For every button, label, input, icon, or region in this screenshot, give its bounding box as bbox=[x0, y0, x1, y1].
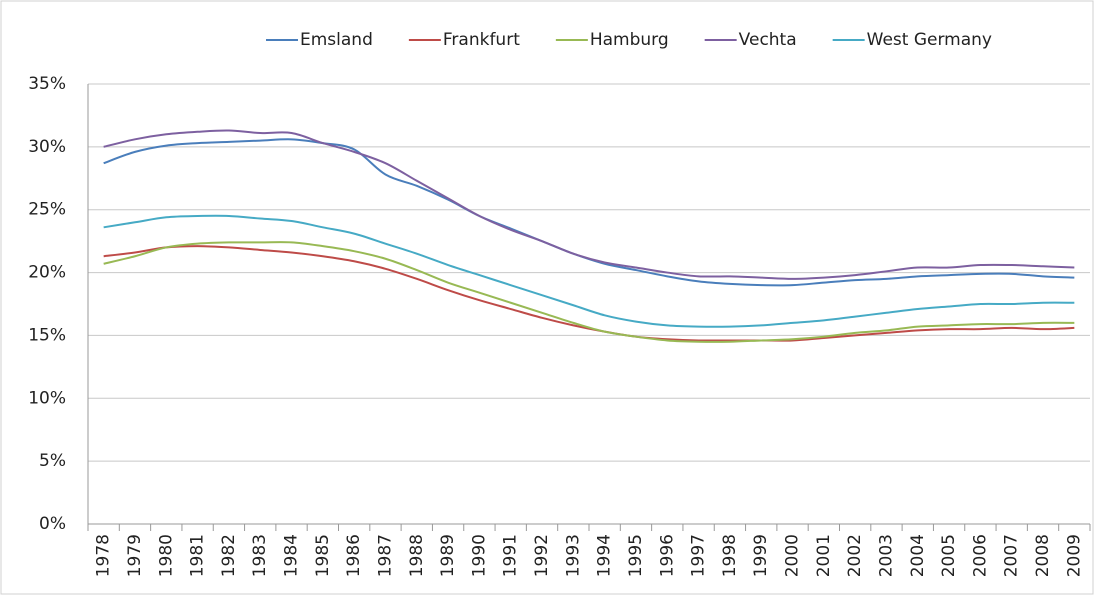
x-tick-label: 1987 bbox=[375, 534, 395, 577]
legend-item: Hamburg bbox=[555, 30, 669, 50]
legend-label: Emsland bbox=[300, 30, 373, 50]
legend: Emsland Frankfurt Hamburg Vechta West German… bbox=[266, 30, 992, 50]
x-tick-label: 1993 bbox=[563, 534, 583, 577]
series-line bbox=[103, 241, 1075, 343]
x-tick-label: 2009 bbox=[1064, 534, 1084, 577]
x-tick-label: 2008 bbox=[1033, 534, 1053, 577]
x-tick-label: 1998 bbox=[720, 534, 740, 577]
x-tick-label: 2004 bbox=[908, 534, 928, 577]
x-tick-label: 2000 bbox=[783, 534, 803, 577]
x-tick-label: 1982 bbox=[219, 534, 239, 577]
x-tick-label: 1994 bbox=[595, 534, 615, 577]
x-tick-label: 2005 bbox=[939, 534, 959, 577]
x-tick-label: 1997 bbox=[689, 534, 709, 577]
x-tick-label: 2002 bbox=[845, 534, 865, 577]
legend-label: Hamburg bbox=[590, 30, 669, 50]
series-line bbox=[103, 129, 1075, 280]
y-tick-label: 20% bbox=[28, 263, 66, 283]
x-tick-label: 1995 bbox=[626, 534, 646, 577]
y-tick-label: 15% bbox=[28, 325, 66, 345]
legend-label: West Germany bbox=[867, 30, 992, 50]
x-tick-label: 1988 bbox=[407, 534, 427, 577]
legend-label: Frankfurt bbox=[443, 30, 520, 50]
y-tick-label: 25% bbox=[28, 200, 66, 220]
x-tick-label: 1980 bbox=[156, 534, 176, 577]
x-tick-label: 1981 bbox=[188, 534, 208, 577]
x-tick-label: 1983 bbox=[250, 534, 270, 577]
x-tick-label: 2007 bbox=[1002, 534, 1022, 577]
x-tick-label: 1985 bbox=[313, 534, 333, 577]
x-tick-label: 2006 bbox=[970, 534, 990, 577]
y-tick-label: 30% bbox=[28, 137, 66, 157]
x-tick-label: 1999 bbox=[751, 534, 771, 577]
legend-item: West Germany bbox=[832, 30, 992, 50]
x-tick-label: 1986 bbox=[344, 534, 364, 577]
x-tick-label: 1978 bbox=[94, 534, 114, 577]
x-tick-label: 1996 bbox=[657, 534, 677, 577]
x-tick-label: 1979 bbox=[125, 534, 145, 577]
legend-item: Vechta bbox=[704, 30, 797, 50]
y-tick-label: 10% bbox=[28, 388, 66, 408]
legend-item: Emsland bbox=[266, 30, 373, 50]
x-tick-label: 1990 bbox=[469, 534, 489, 577]
series-line bbox=[103, 245, 1075, 342]
x-tick-label: 2003 bbox=[876, 534, 896, 577]
x-tick-label: 1992 bbox=[532, 534, 552, 577]
series-line bbox=[103, 214, 1075, 328]
y-tick-label: 0% bbox=[39, 514, 66, 534]
x-tick-label: 1989 bbox=[438, 534, 458, 577]
y-tick-label: 5% bbox=[39, 451, 66, 471]
x-tick-label: 1984 bbox=[282, 534, 302, 577]
x-tick-label: 2001 bbox=[814, 534, 834, 577]
y-tick-label: 35% bbox=[28, 74, 66, 94]
x-tick-label: 1991 bbox=[501, 534, 521, 577]
legend-item: Frankfurt bbox=[408, 30, 520, 50]
legend-label: Vechta bbox=[739, 30, 797, 50]
